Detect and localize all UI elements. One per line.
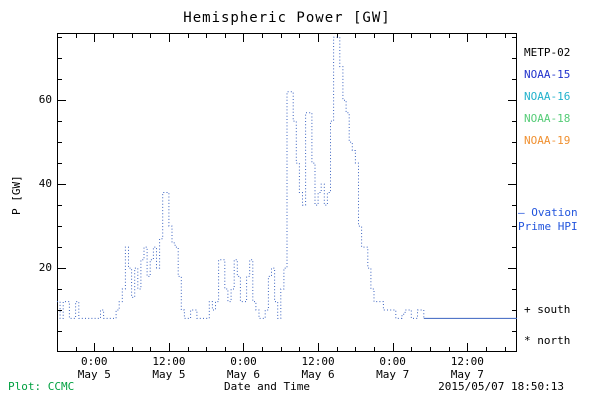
legend-item-noaa-19: NOAA-19	[524, 134, 571, 147]
x-tick-label: 0:00 May 7	[363, 355, 423, 381]
south-marker-label: + south	[524, 303, 571, 316]
x-tick-label: 12:00 May 5	[139, 355, 199, 381]
north-marker-label: * north	[524, 334, 571, 347]
x-tick-date: May 5	[152, 368, 186, 381]
x-tick-time: 12:00	[301, 355, 335, 368]
x-tick-label: 0:00 May 5	[64, 355, 124, 381]
plot-area	[57, 33, 517, 352]
legend-item-noaa-18: NOAA-18	[524, 112, 571, 125]
x-tick-time: 12:00	[152, 355, 186, 368]
x-tick-date: May 6	[301, 368, 335, 381]
plot-credit: Plot: CCMC	[8, 380, 75, 393]
legend-item-metp-02: METP-02	[524, 46, 571, 59]
ovation-prime-label: – Ovation Prime HPI	[518, 206, 578, 234]
x-tick-label: 12:00 May 7	[437, 355, 497, 381]
x-tick-label: 0:00 May 6	[213, 355, 273, 381]
x-tick-date: May 6	[226, 368, 261, 381]
x-tick-date: May 7	[376, 368, 410, 381]
x-tick-date: May 7	[450, 368, 484, 381]
x-tick-time: 0:00	[379, 355, 406, 368]
ovation-line2: Prime HPI	[518, 220, 578, 233]
legend-item-noaa-16: NOAA-16	[524, 90, 571, 103]
x-tick-date: May 5	[77, 368, 111, 381]
x-tick-label: 12:00 May 6	[288, 355, 348, 381]
ovation-line1: – Ovation	[518, 206, 578, 219]
timestamp: 2015/05/07 18:50:13	[438, 380, 564, 393]
chart-title: Hemispheric Power [GW]	[183, 10, 391, 26]
y-tick-label: 60	[38, 93, 52, 107]
x-tick-time: 12:00	[450, 355, 484, 368]
x-axis-label: Date and Time	[223, 380, 311, 393]
x-tick-time: 0:00	[230, 355, 257, 368]
y-tick-label: 20	[38, 261, 52, 275]
observed-line	[57, 36, 425, 319]
axis-frame	[57, 33, 517, 352]
x-tick-time: 0:00	[81, 355, 108, 368]
legend-item-noaa-15: NOAA-15	[524, 68, 571, 81]
y-tick-label: 40	[38, 177, 52, 191]
